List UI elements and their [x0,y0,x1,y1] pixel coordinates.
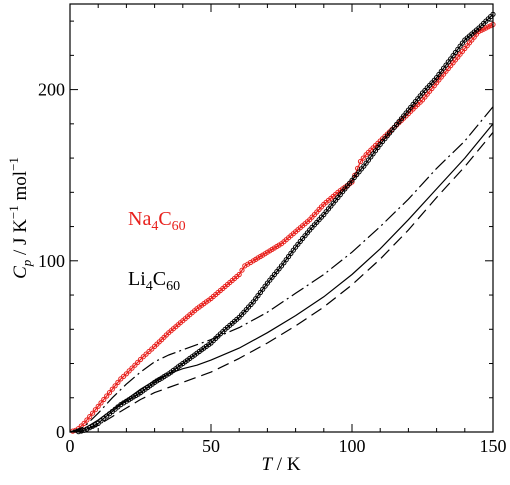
data-point-na4c60 [236,271,242,278]
x-tick-label: 0 [66,436,75,456]
y-axis-title: Cp / J K−1 mol−1 [6,157,34,279]
data-point-na4c60 [135,359,141,365]
data-point-li4c60 [250,299,256,305]
data-point-na4c60 [132,362,138,368]
plot-frame [69,3,494,433]
ticks-layer: 0 50 100 150 0 100 200 [38,4,507,456]
data-point-na4c60 [101,396,107,403]
data-point-li4c60 [365,157,371,163]
data-point-na4c60 [109,386,115,392]
data-point-li4c60 [372,148,379,154]
data-point-na4c60 [129,365,135,371]
data-point-li4c60 [98,418,104,424]
data-point-na4c60 [126,368,132,374]
data-point-li4c60 [283,257,289,263]
data-point-na4c60 [137,356,144,363]
data-point-na4c60 [104,393,110,399]
data-point-li4c60 [436,71,442,78]
data-point-na4c60 [106,390,113,396]
data-point-na4c60 [90,410,96,416]
data-point-li4c60 [448,56,454,62]
y-tick-label: 0 [56,422,65,442]
data-point-na4c60 [92,407,99,413]
x-tick-label: 100 [339,436,366,456]
data-point-na4c60 [357,158,364,165]
series-line-model-solid [69,123,494,433]
data-point-na4c60 [360,155,366,161]
data-point-na4c60 [98,400,104,406]
data-point-na4c60 [115,379,121,385]
x-tick-label: 50 [202,436,220,456]
series-line-model-dashed [69,132,494,433]
y-tick-label: 200 [38,80,65,100]
data-point-li4c60 [445,59,451,65]
data-point-na4c60 [84,417,90,423]
legend-label-na4c60: Na4C60 [128,208,186,234]
data-point-na4c60 [140,354,146,360]
data-point-na4c60 [95,403,101,409]
data-point-na4c60 [121,373,127,379]
data-point-na4c60 [123,371,130,377]
data-point-na4c60 [149,346,155,352]
x-axis-title: T / K [261,454,300,475]
data-point-li4c60 [288,250,294,256]
data-point-na4c60 [239,267,245,273]
data-point-na4c60 [81,420,87,426]
y-tick-label: 100 [38,251,65,271]
x-tick-label: 150 [480,436,507,456]
series-layer [69,11,496,435]
data-point-na4c60 [87,414,93,420]
legend-label-li4c60: Li4C60 [128,268,180,294]
data-point-na4c60 [143,351,149,357]
series-line-model-dashdot [69,106,494,433]
data-point-na4c60 [112,383,118,389]
